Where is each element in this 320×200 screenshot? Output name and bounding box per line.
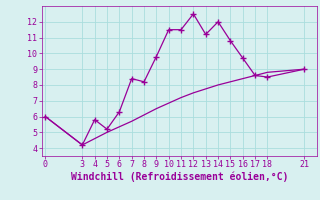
- X-axis label: Windchill (Refroidissement éolien,°C): Windchill (Refroidissement éolien,°C): [70, 172, 288, 182]
